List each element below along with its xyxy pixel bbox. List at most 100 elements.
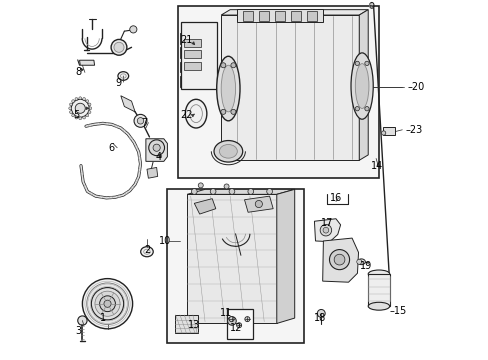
Ellipse shape	[216, 56, 240, 121]
Circle shape	[111, 40, 126, 55]
Circle shape	[86, 100, 89, 103]
Bar	[180, 62, 199, 72]
Circle shape	[82, 116, 85, 119]
Ellipse shape	[118, 72, 128, 80]
Circle shape	[78, 316, 87, 325]
Circle shape	[228, 189, 234, 194]
Polygon shape	[187, 189, 294, 194]
Circle shape	[210, 189, 216, 194]
Circle shape	[356, 259, 361, 264]
Ellipse shape	[367, 302, 389, 310]
Polygon shape	[359, 10, 367, 160]
Circle shape	[100, 296, 115, 312]
Bar	[180, 76, 199, 87]
Text: –20: –20	[407, 82, 424, 92]
Circle shape	[230, 63, 235, 68]
Circle shape	[95, 291, 120, 316]
Text: 3: 3	[76, 325, 81, 336]
Bar	[184, 40, 201, 47]
Polygon shape	[221, 10, 367, 15]
Circle shape	[153, 144, 160, 151]
Text: 17: 17	[320, 218, 332, 228]
Circle shape	[354, 61, 359, 66]
Polygon shape	[221, 15, 359, 160]
Circle shape	[227, 317, 236, 325]
Circle shape	[244, 317, 249, 321]
Bar	[174, 315, 198, 333]
Circle shape	[72, 100, 75, 103]
Bar	[258, 11, 268, 21]
Polygon shape	[322, 238, 358, 282]
Circle shape	[198, 183, 203, 188]
Circle shape	[89, 107, 92, 110]
Circle shape	[129, 26, 137, 33]
Text: 7: 7	[142, 118, 148, 128]
Bar	[382, 127, 394, 135]
Ellipse shape	[350, 53, 372, 119]
Circle shape	[247, 189, 253, 194]
Text: 4: 4	[155, 152, 161, 162]
Bar	[367, 274, 389, 306]
Circle shape	[69, 103, 72, 106]
Polygon shape	[80, 60, 94, 65]
Ellipse shape	[214, 140, 242, 162]
Circle shape	[221, 63, 225, 68]
Circle shape	[364, 61, 368, 66]
Circle shape	[381, 131, 385, 135]
Bar	[180, 22, 216, 89]
Circle shape	[230, 109, 235, 114]
Text: 19: 19	[360, 261, 372, 271]
Ellipse shape	[357, 259, 365, 265]
Circle shape	[69, 111, 72, 113]
Text: –15: –15	[389, 306, 406, 316]
Polygon shape	[194, 199, 215, 214]
Polygon shape	[276, 189, 294, 323]
Circle shape	[148, 140, 164, 156]
Polygon shape	[187, 194, 276, 323]
Polygon shape	[244, 196, 273, 212]
Circle shape	[323, 227, 328, 233]
Circle shape	[71, 99, 89, 117]
Text: 1: 1	[100, 313, 106, 323]
Bar	[274, 11, 285, 21]
Bar	[290, 11, 301, 21]
Circle shape	[266, 189, 272, 194]
Circle shape	[79, 97, 81, 100]
Text: 10: 10	[159, 236, 171, 246]
Bar	[180, 33, 199, 44]
Text: 14: 14	[370, 161, 383, 171]
Text: 18: 18	[313, 313, 325, 323]
Circle shape	[320, 225, 331, 236]
Circle shape	[69, 107, 72, 110]
Circle shape	[75, 103, 85, 113]
Bar	[242, 11, 252, 21]
Circle shape	[354, 107, 359, 111]
Bar	[178, 6, 378, 178]
Circle shape	[134, 114, 147, 127]
Circle shape	[79, 117, 81, 120]
Circle shape	[88, 103, 91, 106]
Circle shape	[255, 201, 262, 208]
Bar	[167, 189, 303, 343]
Text: 22: 22	[180, 111, 192, 121]
Ellipse shape	[221, 65, 235, 112]
Polygon shape	[121, 96, 135, 112]
Circle shape	[72, 114, 75, 117]
Circle shape	[86, 283, 128, 324]
Text: 16: 16	[329, 193, 342, 203]
Circle shape	[137, 118, 143, 124]
Text: 11: 11	[220, 309, 232, 318]
Circle shape	[91, 288, 123, 320]
Text: 8: 8	[76, 67, 81, 77]
Circle shape	[75, 116, 78, 119]
Circle shape	[317, 310, 325, 318]
Bar	[237, 9, 323, 22]
Ellipse shape	[219, 144, 237, 158]
Text: –23: –23	[405, 125, 422, 135]
Circle shape	[104, 300, 111, 307]
Circle shape	[221, 109, 225, 114]
Text: 6: 6	[108, 143, 114, 153]
Bar	[306, 11, 317, 21]
Circle shape	[228, 317, 234, 321]
Bar	[226, 309, 253, 338]
